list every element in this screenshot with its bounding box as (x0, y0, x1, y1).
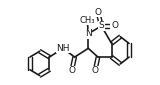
Text: N: N (85, 29, 92, 38)
Text: S: S (99, 22, 104, 30)
Text: O: O (95, 8, 101, 17)
Text: O: O (111, 22, 118, 30)
Text: CH₃: CH₃ (80, 16, 95, 25)
Text: NH: NH (56, 44, 70, 53)
Text: O: O (92, 66, 99, 75)
Text: O: O (68, 66, 75, 75)
